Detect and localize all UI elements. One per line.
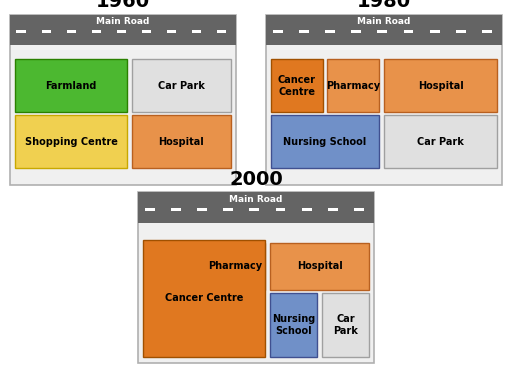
Text: Pharmacy: Pharmacy	[326, 81, 380, 91]
Bar	[302, 208, 312, 211]
Bar	[351, 30, 361, 33]
Text: Nursing School: Nursing School	[284, 137, 367, 147]
Text: Pharmacy: Pharmacy	[208, 261, 262, 271]
Bar	[217, 30, 226, 33]
Text: Cancer
Centre: Cancer Centre	[278, 75, 316, 97]
Bar	[249, 208, 259, 211]
Text: Car
Park: Car Park	[333, 314, 358, 336]
Bar	[171, 208, 181, 211]
Bar	[299, 30, 309, 33]
Bar	[271, 60, 323, 112]
Bar	[92, 30, 101, 33]
Bar	[132, 115, 231, 168]
Text: Car Park: Car Park	[417, 137, 464, 147]
Bar	[266, 15, 502, 46]
Bar	[138, 192, 374, 223]
Bar	[41, 30, 51, 33]
Text: Nursing
School: Nursing School	[272, 314, 315, 336]
Bar	[204, 243, 265, 290]
Bar	[67, 30, 76, 33]
Bar	[117, 30, 126, 33]
Bar	[223, 208, 233, 211]
Text: Cancer Centre: Cancer Centre	[165, 293, 243, 303]
Bar	[384, 60, 497, 112]
Bar	[15, 115, 127, 168]
Bar	[10, 15, 236, 46]
Bar	[482, 30, 492, 33]
Bar	[16, 30, 26, 33]
Text: 2000: 2000	[229, 170, 283, 189]
Bar	[403, 30, 414, 33]
Bar	[270, 243, 369, 290]
Text: Main Road: Main Road	[96, 17, 150, 26]
Bar	[145, 208, 155, 211]
Bar	[384, 115, 497, 168]
Bar	[132, 60, 231, 112]
Text: 1980: 1980	[357, 0, 411, 11]
Bar	[354, 208, 364, 211]
Bar	[191, 30, 201, 33]
Text: Car Park: Car Park	[158, 81, 205, 91]
Bar	[271, 115, 379, 168]
Bar	[322, 293, 369, 357]
Bar	[275, 208, 286, 211]
Bar	[430, 30, 440, 33]
Bar	[328, 208, 338, 211]
Bar	[197, 208, 207, 211]
Bar	[143, 240, 265, 357]
Bar	[377, 30, 387, 33]
Bar	[456, 30, 466, 33]
Bar	[273, 30, 283, 33]
Text: Main Road: Main Road	[357, 17, 411, 26]
Bar	[167, 30, 176, 33]
Text: Main Road: Main Road	[229, 195, 283, 204]
Text: Farmland: Farmland	[46, 81, 97, 91]
Text: Hospital: Hospital	[418, 81, 463, 91]
Bar	[15, 60, 127, 112]
Text: Shopping Centre: Shopping Centre	[25, 137, 117, 147]
Bar	[328, 60, 379, 112]
Text: Hospital: Hospital	[297, 261, 343, 271]
Text: Hospital: Hospital	[159, 137, 204, 147]
Text: 1960: 1960	[96, 0, 150, 11]
Bar	[142, 30, 151, 33]
Bar	[270, 293, 317, 357]
Bar	[325, 30, 335, 33]
